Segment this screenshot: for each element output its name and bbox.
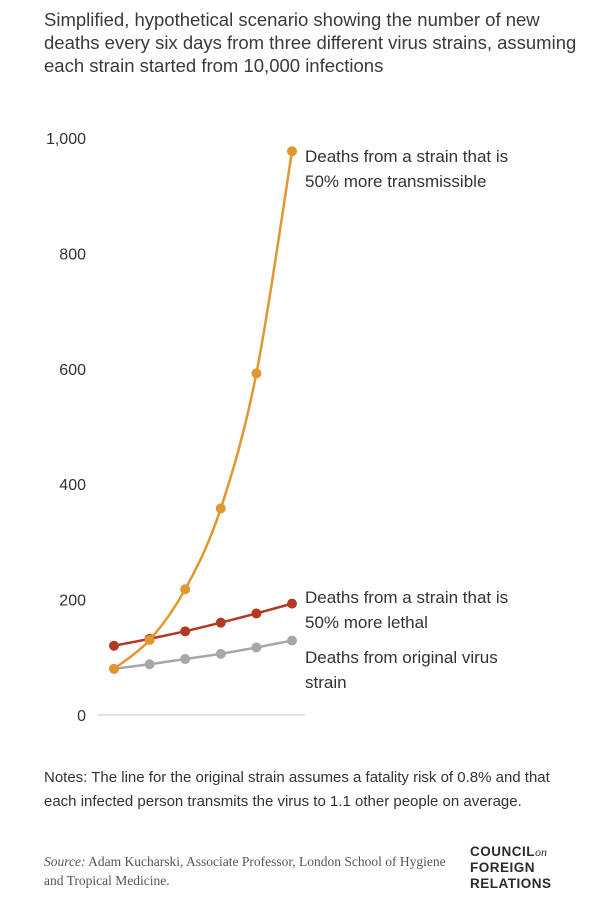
y-tick-label: 800: [59, 246, 86, 263]
chart-source: Source: Adam Kucharski, Associate Profes…: [44, 852, 464, 890]
y-tick-label: 600: [59, 362, 86, 379]
series-labels: Deaths from a strain that is 50% more tra…: [305, 147, 508, 692]
logo-on: on: [535, 845, 547, 859]
y-axis: 0 200 400 600 800 1,000: [46, 131, 86, 725]
data-point: [251, 642, 262, 653]
y-tick-label: 1,000: [46, 131, 86, 148]
y-tick-label: 0: [77, 708, 86, 725]
series-label: Deaths from original virus strain: [305, 648, 498, 692]
data-point: [109, 640, 119, 651]
logo-line-3: RELATIONS: [470, 876, 552, 891]
series-line: [113, 151, 294, 670]
series-line: [113, 639, 293, 671]
source-prefix: Source:: [44, 854, 86, 869]
data-point: [180, 654, 191, 665]
series-1: [109, 146, 297, 674]
series-label: Deaths from a strain that is 50% more tra…: [305, 147, 508, 191]
source-text: Adam Kucharski, Associate Professor, Lon…: [44, 854, 446, 888]
logo-line-2: FOREIGN: [470, 860, 536, 875]
data-point: [251, 368, 262, 379]
series-layer: [109, 146, 297, 674]
data-point: [109, 663, 119, 674]
line-chart: 0 200 400 600 800 1,000 Deaths from a strain …: [46, 131, 508, 725]
data-point: [215, 503, 226, 514]
series-3: [109, 635, 297, 674]
cfr-logo: COUNCILon FOREIGN RELATIONS: [470, 844, 580, 892]
y-tick-label: 400: [59, 477, 86, 494]
data-point: [144, 634, 155, 645]
data-point: [287, 146, 297, 157]
data-point: [180, 626, 191, 637]
data-point: [215, 617, 226, 628]
data-point: [144, 659, 155, 670]
data-point: [251, 608, 262, 619]
series-label: Deaths from a strain that is 50% more let…: [305, 588, 508, 632]
data-point: [215, 648, 226, 659]
series-2: [109, 598, 297, 651]
logo-line-1: COUNCIL: [470, 844, 535, 859]
data-point: [180, 584, 191, 595]
y-tick-label: 200: [59, 593, 86, 610]
chart-title: Simplified, hypothetical scenario showin…: [44, 9, 577, 76]
series-line: [113, 602, 293, 647]
chart-notes: Notes: The line for the original strain …: [44, 769, 550, 810]
data-point: [287, 635, 297, 646]
data-point: [287, 598, 297, 609]
